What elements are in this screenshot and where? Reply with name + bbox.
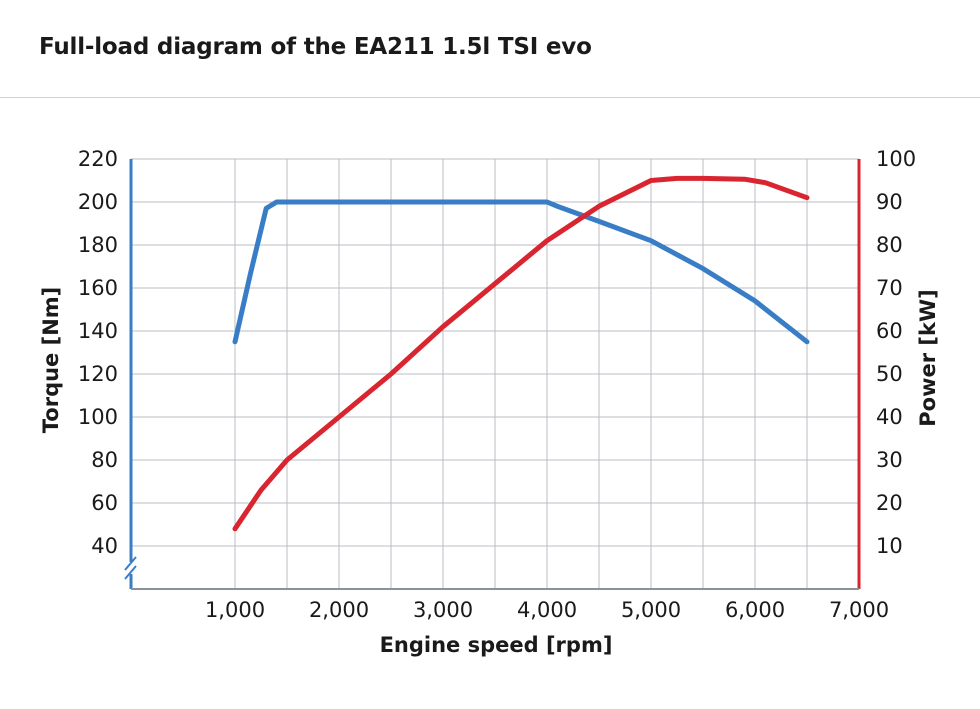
- y-right-tick-label: 20: [876, 491, 903, 515]
- y-left-tick-label: 40: [91, 534, 118, 558]
- y-left-tick-label: 140: [78, 319, 118, 343]
- axis-break-slash: [124, 565, 137, 580]
- x-tick-label: 2,000: [309, 598, 369, 622]
- x-tick-label: 3,000: [413, 598, 473, 622]
- tick-labels: 40 60 80 100 120 140 160 180 200 220 10 20 30 40 50 60 7…: [78, 147, 916, 622]
- x-tick-label: 6,000: [725, 598, 785, 622]
- y-axis-right-label: Power [kW]: [916, 289, 940, 426]
- y-left-tick-label: 220: [78, 147, 118, 171]
- title-divider: [0, 97, 980, 98]
- x-tick-label: 1,000: [205, 598, 265, 622]
- y-left-tick-label: 200: [78, 190, 118, 214]
- y-right-tick-label: 60: [876, 319, 903, 343]
- axis-break-slash: [124, 556, 137, 571]
- y-right-tick-label: 70: [876, 276, 903, 300]
- torque-line: [232, 199, 810, 345]
- y-right-tick-label: 40: [876, 405, 903, 429]
- y-left-tick-label: 60: [91, 491, 118, 515]
- y-left-tick-label: 120: [78, 362, 118, 386]
- y-right-tick-label: 80: [876, 233, 903, 257]
- x-tick-label: 4,000: [517, 598, 577, 622]
- axis-break-gap: [123, 562, 139, 574]
- chart-title: Full-load diagram of the EA211 1.5l TSI …: [39, 34, 592, 60]
- y-left-tick-label: 80: [91, 448, 118, 472]
- y-right-tick-label: 30: [876, 448, 903, 472]
- axes: [123, 159, 861, 590]
- y-right-tick-label: 100: [876, 147, 916, 171]
- power-line: [232, 175, 810, 532]
- x-axis-label: Engine speed [rpm]: [380, 633, 613, 657]
- y-right-tick-label: 10: [876, 534, 903, 558]
- y-left-tick-label: 180: [78, 233, 118, 257]
- y-left-tick-label: 160: [78, 276, 118, 300]
- x-tick-label: 7,000: [829, 598, 889, 622]
- axis-break-marker: [123, 556, 139, 580]
- x-tick-label: 5,000: [621, 598, 681, 622]
- series-lines: [232, 175, 810, 532]
- y-right-tick-label: 90: [876, 190, 903, 214]
- y-left-tick-label: 100: [78, 405, 118, 429]
- y-axis-left-label: Torque [Nm]: [39, 287, 63, 434]
- y-right-tick-label: 50: [876, 362, 903, 386]
